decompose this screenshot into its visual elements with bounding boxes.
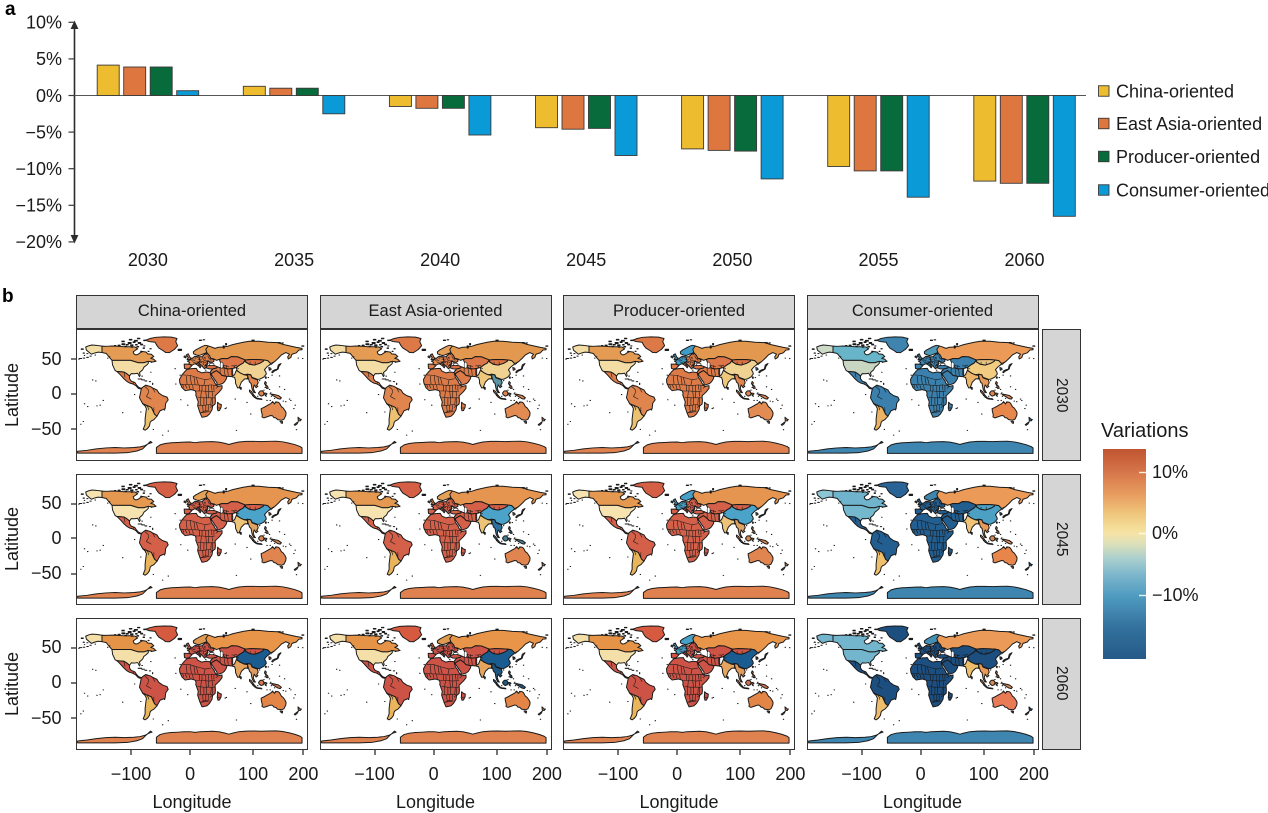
svg-text:5%: 5% <box>36 49 62 69</box>
svg-text:2050: 2050 <box>712 250 752 270</box>
svg-text:2055: 2055 <box>858 250 898 270</box>
svg-text:Consumer-oriented: Consumer-oriented <box>1116 180 1268 200</box>
svg-text:−5%: −5% <box>25 122 62 142</box>
svg-text:China-oriented: China-oriented <box>1116 81 1234 101</box>
svg-text:10%: 10% <box>26 13 62 33</box>
svg-text:−15%: −15% <box>15 196 62 216</box>
svg-text:−20%: −20% <box>15 232 62 252</box>
svg-text:2040: 2040 <box>420 250 460 270</box>
svg-text:2045: 2045 <box>566 250 606 270</box>
svg-text:Producer-oriented: Producer-oriented <box>1116 147 1260 167</box>
svg-text:0%: 0% <box>36 86 62 106</box>
svg-text:2060: 2060 <box>1004 250 1044 270</box>
svg-text:2035: 2035 <box>274 250 314 270</box>
svg-text:a: a <box>5 0 16 20</box>
svg-text:2030: 2030 <box>128 250 168 270</box>
svg-text:East Asia-oriented: East Asia-oriented <box>1116 114 1262 134</box>
svg-text:−10%: −10% <box>15 159 62 179</box>
